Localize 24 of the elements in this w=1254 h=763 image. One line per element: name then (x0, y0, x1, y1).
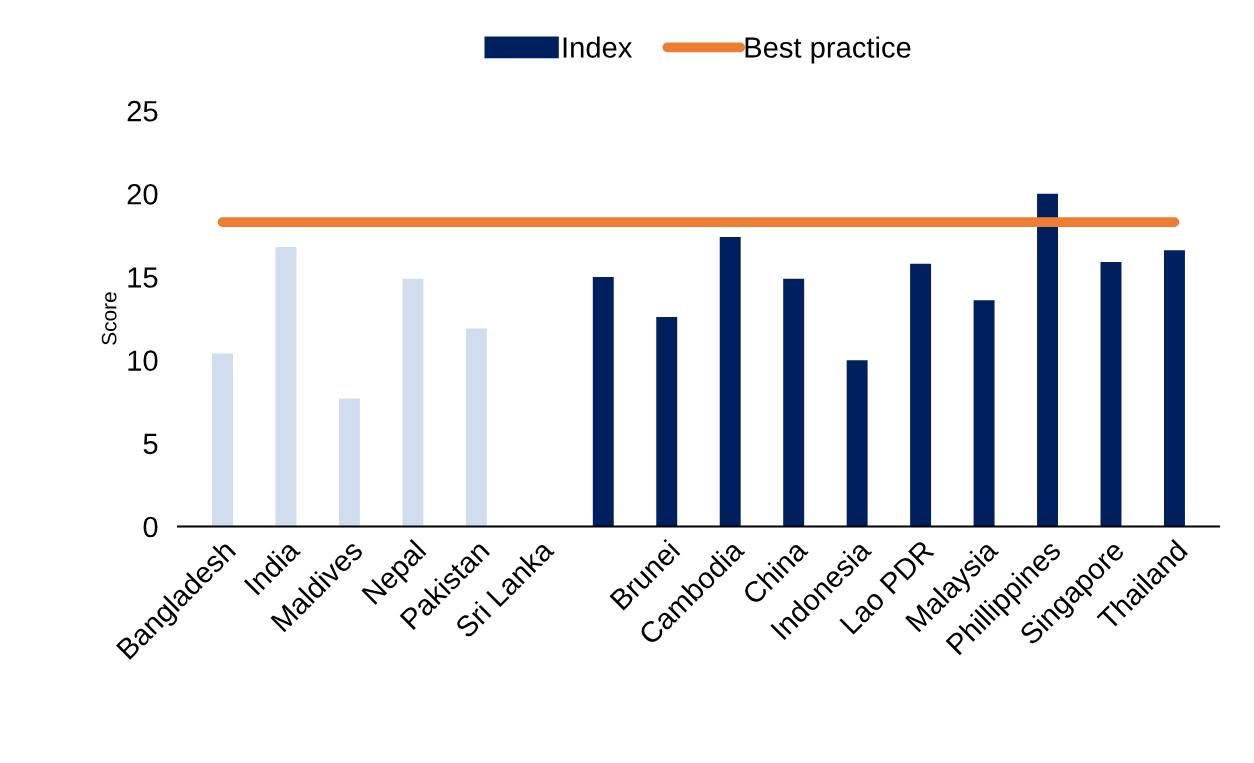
bar (338, 398, 360, 527)
bar (1037, 193, 1059, 527)
bar (402, 278, 424, 527)
bar (1163, 250, 1185, 527)
bar (212, 353, 233, 527)
bar (465, 328, 487, 527)
bar (910, 263, 932, 527)
legend-label: Best practice (745, 36, 911, 64)
y-tick-label: 25 (127, 100, 158, 122)
bar (592, 276, 614, 527)
y-tick-label: 15 (128, 267, 158, 288)
y-tick-label: 0 (143, 516, 158, 538)
bar (656, 316, 678, 527)
bar (783, 278, 805, 527)
bar (1100, 262, 1122, 527)
y-axis-title: Score (101, 292, 117, 345)
y-tick-label: 5 (143, 433, 158, 455)
bar (719, 237, 741, 527)
bar (275, 247, 297, 527)
y-tick-label: 20 (127, 184, 158, 205)
bar (846, 360, 868, 527)
y-tick-label: 10 (128, 350, 158, 371)
legend-label: Index (563, 36, 633, 58)
bar (973, 300, 995, 527)
